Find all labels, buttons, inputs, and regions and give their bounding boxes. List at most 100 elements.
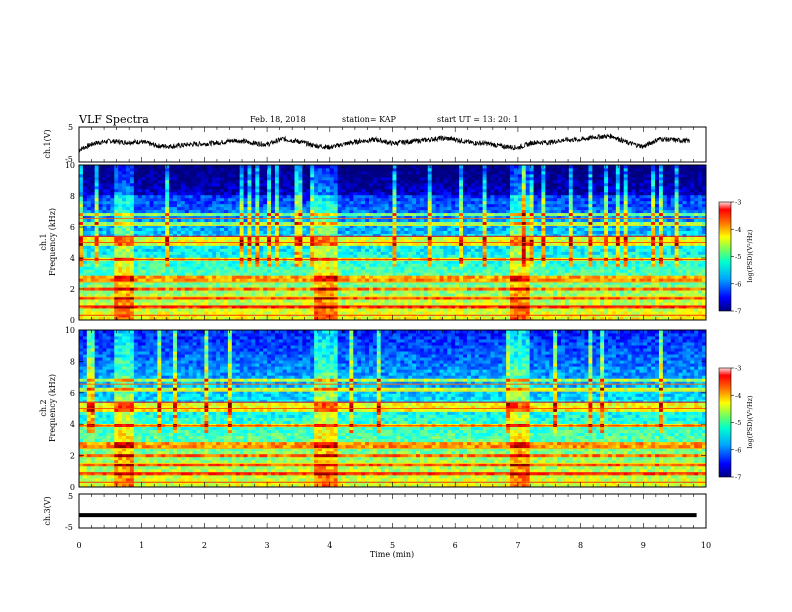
spectrogram-cell: [384, 176, 389, 181]
spectrogram-cell: [353, 266, 358, 270]
spectrogram-cell: [118, 203, 123, 208]
spectrogram-cell: [321, 266, 327, 270]
spectrogram-cell: [82, 305, 88, 309]
spectrogram-cell: [110, 191, 115, 196]
spectrogram-cell: [310, 269, 315, 273]
spectrogram-cell: [431, 230, 437, 234]
spectrogram-cell: [204, 188, 209, 193]
spectrogram-cell: [216, 266, 221, 270]
spectrogram-cell: [318, 185, 323, 190]
spectrogram-cell: [208, 212, 213, 217]
spectrogram-cell: [255, 167, 260, 172]
spectrogram-cell: [392, 236, 397, 240]
spectrogram-cell: [337, 200, 342, 205]
spectrogram-cell: [314, 248, 319, 252]
spectrogram-cell: [298, 179, 303, 184]
spectrogram-cell: [419, 197, 425, 202]
spectrogram-cell: [176, 185, 182, 190]
spectrogram-cell: [255, 284, 260, 288]
spectrogram-cell: [400, 251, 405, 255]
spectrogram-cell: [419, 260, 425, 264]
spectrogram-cell: [188, 302, 194, 306]
spectrogram-cell: [345, 260, 350, 264]
spectrogram-cell: [212, 173, 217, 178]
spectrogram-cell: [372, 278, 378, 282]
spectrogram-cell: [153, 305, 158, 309]
spectrogram-cell: [384, 233, 389, 237]
spectrogram-cell: [306, 260, 311, 264]
spectrogram-cell: [368, 206, 374, 211]
spectrogram-cell: [384, 299, 389, 303]
spectrogram-cell: [212, 263, 217, 267]
spectrogram-cell: [423, 242, 429, 246]
spectrogram-cell: [267, 215, 272, 220]
spectrogram-cell: [278, 242, 284, 246]
spectrogram-cell: [161, 239, 166, 243]
spectrogram-cell: [376, 182, 382, 187]
spectrogram-cell: [321, 260, 327, 264]
spectrogram-cell: [333, 221, 339, 226]
spectrogram-cell: [196, 248, 201, 252]
spectrogram-cell: [400, 308, 405, 312]
spectrogram-cell: [94, 194, 99, 199]
spectrogram-cell: [122, 227, 127, 231]
spectrogram-cell: [282, 269, 288, 273]
spectrogram-cell: [271, 236, 276, 240]
spectrogram-cell: [106, 251, 111, 255]
spectrogram-cell: [94, 165, 99, 169]
spectrogram-cell: [161, 173, 166, 178]
spectrogram-cell: [247, 263, 252, 267]
spectrogram-cell: [267, 165, 272, 169]
spectrogram-cell: [114, 233, 119, 237]
spectrogram-cell: [208, 239, 213, 243]
spectrogram-cell: [110, 233, 115, 237]
spectrogram-cell: [318, 284, 323, 288]
spectrogram-cell: [423, 176, 429, 181]
spectrogram-cell: [388, 212, 393, 217]
spectrogram-cell: [427, 230, 433, 234]
spectrogram-cell: [247, 260, 252, 264]
spectrogram-cell: [400, 191, 405, 196]
spectrogram-cell: [412, 275, 417, 279]
spectrogram-cell: [345, 206, 350, 211]
spectrogram-cell: [239, 284, 244, 288]
spectrogram-cell: [114, 200, 119, 205]
spectrogram-cell: [325, 290, 331, 294]
spectrogram-cell: [82, 275, 88, 279]
spectrogram-cell: [255, 236, 260, 240]
spectrogram-cell: [212, 254, 217, 258]
spectrogram-cell: [365, 212, 370, 217]
spectrogram-cell: [204, 173, 209, 178]
spectrogram-cell: [82, 173, 88, 178]
spectrogram-cell: [235, 173, 241, 178]
spectrogram-cell: [396, 185, 401, 190]
spectrogram-cell: [145, 182, 150, 187]
spectrogram-cell: [231, 167, 237, 172]
spectrogram-cell: [333, 287, 339, 291]
spectrogram-cell: [149, 167, 154, 172]
spectrogram-cell: [278, 272, 284, 276]
spectrogram-cell: [423, 317, 429, 321]
spectrogram-cell: [419, 284, 425, 288]
spectrogram-cell: [396, 299, 401, 303]
spectrogram-cell: [122, 206, 127, 211]
spectrogram-cell: [239, 260, 244, 264]
spectrogram-cell: [157, 311, 162, 315]
spectrogram-cell: [310, 233, 315, 237]
spectrogram-cell: [220, 263, 225, 267]
spectrogram-cell: [361, 251, 366, 255]
spectrogram-cell: [235, 185, 241, 190]
spectrogram-cell: [400, 296, 405, 300]
spectrogram-cell: [310, 296, 315, 300]
spectrogram-cell: [271, 233, 276, 237]
spectrogram-cell: [306, 167, 311, 172]
spectrogram-cell: [310, 263, 315, 267]
spectrogram-cell: [176, 167, 182, 172]
spectrogram-cell: [396, 173, 401, 178]
spectrogram-cell: [290, 266, 295, 270]
spectrogram-cell: [200, 287, 205, 291]
spectrogram-cell: [306, 311, 311, 315]
spectrogram-cell: [90, 209, 96, 214]
spectrogram-cell: [365, 311, 370, 315]
spectrogram-cell: [392, 260, 397, 264]
